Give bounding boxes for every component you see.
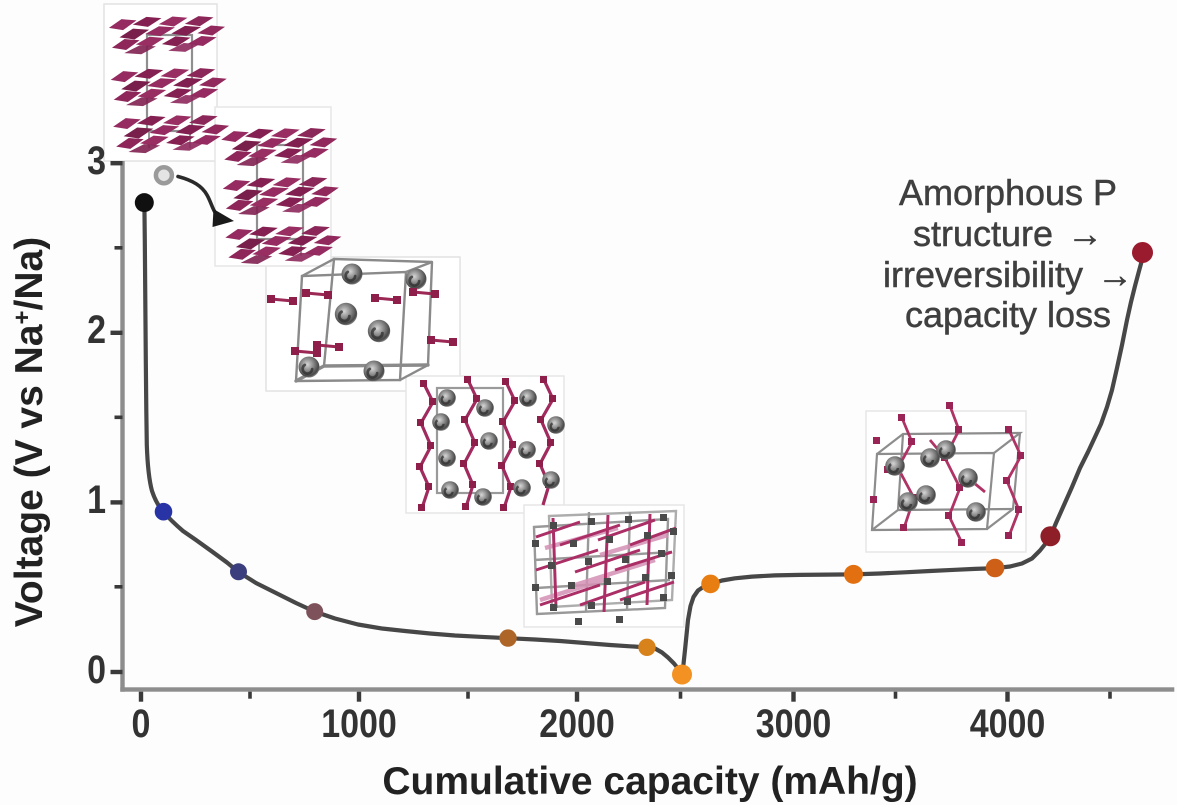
svg-text:1: 1 bbox=[87, 476, 106, 521]
svg-text:3: 3 bbox=[87, 137, 106, 182]
svg-text:Amorphous P: Amorphous P bbox=[899, 172, 1117, 213]
svg-text:1000: 1000 bbox=[321, 700, 397, 745]
svg-text:capacity loss: capacity loss bbox=[905, 294, 1111, 335]
svg-text:0: 0 bbox=[87, 646, 106, 691]
svg-text:Cumulative capacity (mAh/g): Cumulative capacity (mAh/g) bbox=[382, 760, 917, 803]
svg-text:irreversibility →: irreversibility → bbox=[883, 254, 1133, 295]
svg-text:3000: 3000 bbox=[756, 700, 832, 745]
svg-text:structure →: structure → bbox=[913, 213, 1103, 254]
svg-text:2000: 2000 bbox=[539, 700, 615, 745]
svg-text:Voltage (V vs Na+/Na): Voltage (V vs Na+/Na) bbox=[8, 237, 51, 627]
svg-text:2: 2 bbox=[87, 306, 106, 351]
svg-text:0: 0 bbox=[132, 700, 151, 745]
svg-text:4000: 4000 bbox=[970, 700, 1046, 745]
